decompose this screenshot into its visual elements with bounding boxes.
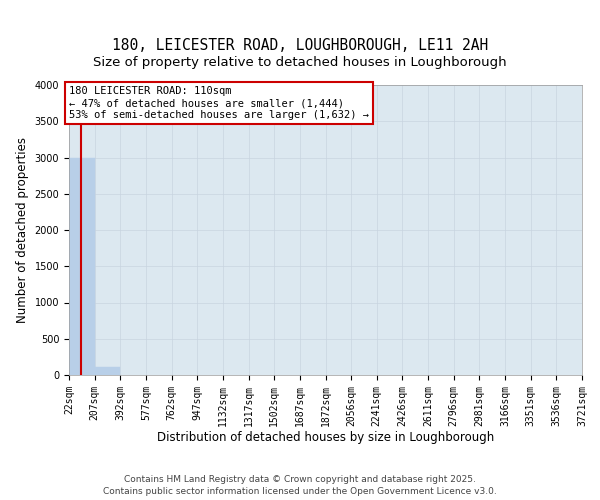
Text: 180 LEICESTER ROAD: 110sqm
← 47% of detached houses are smaller (1,444)
53% of s: 180 LEICESTER ROAD: 110sqm ← 47% of deta…: [69, 86, 369, 120]
Bar: [95, 367, 121, 375]
X-axis label: Distribution of detached houses by size in Loughborough: Distribution of detached houses by size …: [157, 432, 494, 444]
Y-axis label: Number of detached properties: Number of detached properties: [16, 137, 29, 323]
Text: Size of property relative to detached houses in Loughborough: Size of property relative to detached ho…: [93, 56, 507, 69]
Text: 180, LEICESTER ROAD, LOUGHBOROUGH, LE11 2AH: 180, LEICESTER ROAD, LOUGHBOROUGH, LE11 …: [112, 38, 488, 52]
Text: Contains HM Land Registry data © Crown copyright and database right 2025.: Contains HM Land Registry data © Crown c…: [124, 475, 476, 484]
Bar: [69, 158, 95, 375]
Text: Contains public sector information licensed under the Open Government Licence v3: Contains public sector information licen…: [103, 487, 497, 496]
